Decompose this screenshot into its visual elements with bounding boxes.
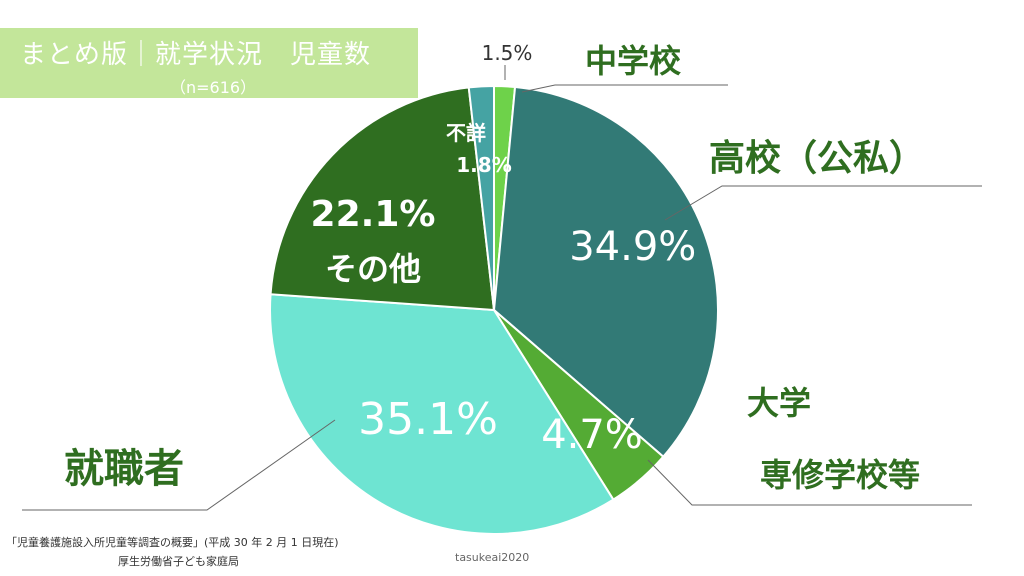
category-label-other: その他 — [325, 250, 421, 288]
leader-line-3 — [647, 459, 972, 506]
category-label-university: 大学 — [747, 384, 811, 422]
data-label-2: 4.7% — [541, 412, 643, 458]
pie-slice-1 — [492, 85, 720, 459]
chart-title: まとめ版｜就学状況 児童数 — [20, 40, 372, 70]
leader-line-4 — [22, 419, 336, 511]
data-label-1: 34.9% — [569, 224, 696, 270]
data-label-5: 1.8% — [456, 153, 511, 177]
category-label-employed: 就職者 — [64, 446, 184, 492]
category-label-vocational: 専修学校等 — [760, 456, 920, 494]
category-label-high-school: 高校（公私） — [709, 138, 925, 179]
leader-line-2 — [664, 185, 982, 221]
source-publisher: 厚生労働省子ども家庭局 — [118, 555, 239, 568]
pie-slice-4 — [269, 86, 496, 312]
chart-subtitle: （n=616） — [170, 78, 257, 97]
data-label-4: 22.1% — [311, 194, 436, 235]
category-label-unknown: 不詳 — [446, 121, 486, 145]
credit-text: tasukeai2020 — [455, 551, 530, 564]
category-label-junior-high: 中学校 — [585, 42, 681, 80]
data-label-3: 35.1% — [358, 394, 498, 445]
data-label-0: 1.5% — [482, 41, 533, 65]
pie-slice-5 — [467, 84, 495, 311]
leader-line-1 — [521, 84, 728, 93]
pie-slice-3 — [269, 293, 615, 535]
title-banner: まとめ版｜就学状況 児童数 （n=616） — [0, 28, 418, 98]
source-citation: 「児童養護施設入所児童等調査の概要」(平成 30 年 2 月 1 日現在) — [6, 536, 339, 549]
